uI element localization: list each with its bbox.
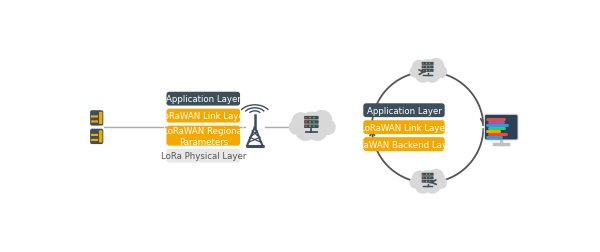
Text: LoRaWAN Link Layer: LoRaWAN Link Layer: [360, 123, 448, 132]
FancyBboxPatch shape: [485, 115, 518, 140]
Circle shape: [313, 122, 315, 123]
Circle shape: [415, 177, 431, 194]
Text: LoRaWAN Backend Layers: LoRaWAN Backend Layers: [348, 140, 460, 149]
Circle shape: [424, 177, 440, 194]
Circle shape: [434, 176, 447, 189]
Circle shape: [424, 67, 440, 83]
FancyBboxPatch shape: [91, 134, 98, 137]
FancyBboxPatch shape: [364, 138, 445, 151]
FancyBboxPatch shape: [484, 114, 518, 141]
FancyBboxPatch shape: [364, 121, 445, 135]
Circle shape: [305, 122, 307, 123]
FancyBboxPatch shape: [166, 109, 240, 123]
Circle shape: [429, 71, 430, 72]
Circle shape: [305, 126, 307, 128]
Circle shape: [426, 177, 427, 179]
Circle shape: [422, 181, 424, 182]
FancyBboxPatch shape: [422, 66, 434, 69]
Circle shape: [409, 177, 422, 189]
Text: LoRaWAN Link Layer: LoRaWAN Link Layer: [159, 112, 247, 121]
FancyBboxPatch shape: [422, 180, 434, 183]
Circle shape: [428, 169, 445, 186]
FancyBboxPatch shape: [422, 70, 434, 73]
Circle shape: [412, 60, 427, 75]
Circle shape: [426, 64, 427, 65]
Text: Application Layer: Application Layer: [367, 106, 442, 115]
FancyBboxPatch shape: [99, 131, 103, 143]
Circle shape: [422, 71, 424, 72]
Circle shape: [409, 67, 422, 78]
Circle shape: [320, 120, 336, 136]
Circle shape: [422, 174, 424, 175]
Text: LoRa Physical Layer: LoRa Physical Layer: [161, 151, 246, 161]
Circle shape: [426, 174, 427, 175]
FancyBboxPatch shape: [304, 121, 319, 124]
Circle shape: [422, 177, 424, 179]
FancyBboxPatch shape: [304, 125, 319, 129]
FancyBboxPatch shape: [166, 92, 240, 106]
Text: Application Layer: Application Layer: [166, 95, 241, 104]
FancyBboxPatch shape: [91, 139, 98, 141]
Circle shape: [429, 64, 430, 65]
Circle shape: [307, 121, 328, 141]
FancyBboxPatch shape: [90, 111, 103, 126]
Circle shape: [311, 110, 332, 131]
Circle shape: [429, 177, 430, 179]
Circle shape: [426, 67, 427, 68]
Circle shape: [309, 126, 311, 128]
Circle shape: [418, 170, 438, 191]
Circle shape: [422, 67, 424, 68]
Circle shape: [434, 66, 447, 79]
Circle shape: [309, 122, 311, 123]
FancyBboxPatch shape: [166, 149, 240, 163]
Circle shape: [295, 121, 316, 141]
FancyBboxPatch shape: [422, 177, 434, 179]
Text: LoRaWAN Regional
Parameters: LoRaWAN Regional Parameters: [163, 126, 244, 146]
FancyBboxPatch shape: [91, 116, 98, 118]
Circle shape: [426, 71, 427, 72]
Circle shape: [422, 64, 424, 65]
FancyBboxPatch shape: [304, 116, 319, 120]
Circle shape: [428, 59, 445, 75]
Circle shape: [299, 112, 324, 137]
FancyBboxPatch shape: [90, 129, 103, 144]
Circle shape: [313, 117, 315, 119]
FancyBboxPatch shape: [166, 126, 240, 146]
Circle shape: [305, 117, 307, 119]
Circle shape: [415, 67, 431, 83]
Circle shape: [429, 174, 430, 175]
Circle shape: [313, 126, 315, 128]
Circle shape: [292, 113, 310, 131]
Circle shape: [426, 181, 427, 182]
FancyBboxPatch shape: [422, 173, 434, 176]
FancyBboxPatch shape: [364, 104, 445, 118]
FancyBboxPatch shape: [99, 112, 103, 124]
Circle shape: [412, 171, 427, 186]
Circle shape: [429, 67, 430, 68]
Circle shape: [309, 117, 311, 119]
Circle shape: [418, 60, 438, 80]
Circle shape: [289, 120, 304, 135]
Circle shape: [429, 181, 430, 182]
FancyBboxPatch shape: [422, 63, 434, 66]
FancyBboxPatch shape: [91, 121, 98, 123]
